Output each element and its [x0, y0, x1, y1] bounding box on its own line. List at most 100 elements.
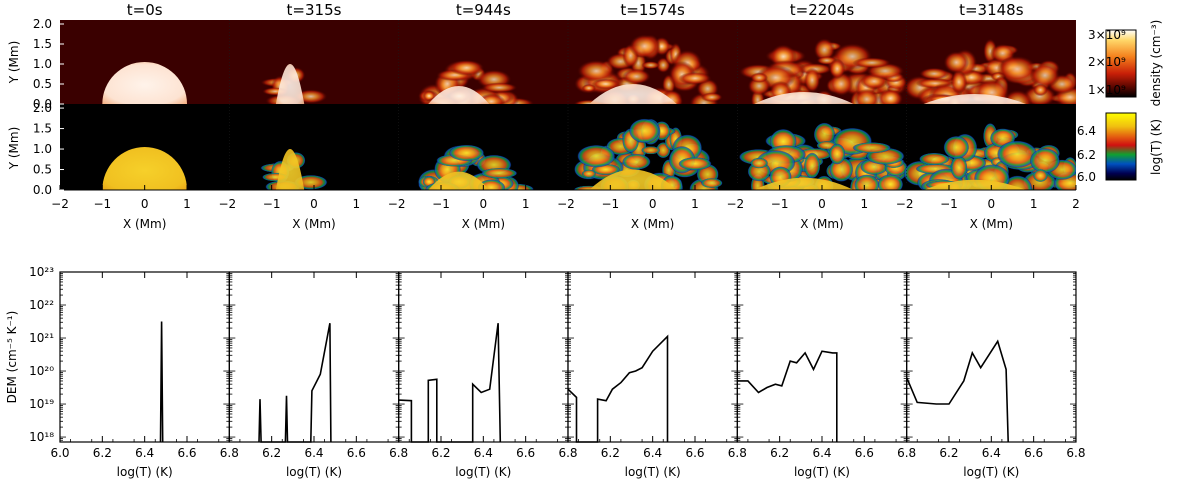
- temperature-structure: [877, 174, 904, 190]
- x-tick-label: 6.6: [347, 446, 366, 460]
- dem-panel-frame: [736, 271, 908, 443]
- x-axis-label: log(T) (K): [286, 465, 342, 479]
- y-tick-label: 0.5: [33, 77, 52, 91]
- y-tick-label: 10²²: [29, 298, 54, 312]
- dem-panel-frame: [59, 271, 230, 443]
- x-tick-label: 6.0: [50, 446, 69, 460]
- prominence-temperature-core: [275, 149, 305, 190]
- simulation-maps: t=0s t=315s t=944s t=1574s t=2204s t=3148s −2 −…: [7, 1, 1080, 231]
- prominence-density-core: [102, 62, 187, 104]
- dem-series-line: [159, 321, 164, 443]
- density-structure: [803, 67, 821, 93]
- temperature-structure: [481, 167, 518, 179]
- colorbar-tick-label: 1×10⁹: [1088, 83, 1126, 97]
- x-tick-label: 6.2: [262, 446, 281, 460]
- prominence-temperature-core: [589, 169, 677, 190]
- density-structure: [678, 71, 712, 85]
- density-panel-2: [417, 59, 535, 104]
- panel-title: t=0s: [127, 1, 163, 19]
- density-structure: [996, 55, 1038, 83]
- y-axis-label: DEM (cm⁻⁵ K⁻¹): [5, 311, 19, 404]
- density-structure: [481, 82, 518, 93]
- temperature-structure: [828, 143, 846, 165]
- density-panel-0: [102, 62, 187, 104]
- colorbar-label: density (cm⁻³): [1149, 20, 1163, 107]
- x-tick-label: 6.6: [516, 446, 535, 460]
- density-structure: [854, 88, 880, 104]
- panel-title: t=2204s: [790, 1, 855, 19]
- x-tick-label: 6.4: [304, 446, 323, 460]
- x-tick-label: −2: [388, 197, 406, 211]
- x-tick-label: 6.6: [685, 446, 704, 460]
- x-tick-label: 6.8: [558, 446, 577, 460]
- dem-series-line: [905, 339, 1009, 443]
- x-tick-label: −2: [218, 197, 236, 211]
- x-axis-label: X (Mm): [292, 217, 335, 231]
- density-structure: [628, 34, 660, 59]
- x-tick-label: 6.6: [177, 446, 196, 460]
- x-tick-label: 6.8: [728, 446, 747, 460]
- density-structure: [622, 68, 651, 85]
- x-axis-label: log(T) (K): [625, 465, 681, 479]
- x-tick-label: 1: [183, 197, 191, 211]
- x-tick-label: −1: [940, 197, 958, 211]
- x-tick-label: 0: [310, 197, 318, 211]
- density-structure: [877, 88, 904, 104]
- colorbar-tick-label: 6.0: [1077, 170, 1096, 184]
- panel-title: t=315s: [287, 1, 342, 19]
- dem-series-line: [737, 350, 838, 442]
- y-tick-label: 1.0: [33, 57, 52, 71]
- x-tick-label: 6.4: [135, 446, 154, 460]
- density-structure: [950, 70, 968, 94]
- x-tick-label: 6.8: [389, 446, 408, 460]
- y-tick-label: 10¹⁹: [29, 397, 54, 411]
- temperature-panel-1: [260, 149, 328, 190]
- y-axis-label: Y (Mm): [7, 127, 21, 171]
- x-tick-label: −2: [51, 197, 69, 211]
- dem-plots: 6.0 6.2 6.4 6.6 6.8 log(T) (K) 6.2 6.4 6.6 6.8 log…: [5, 265, 1086, 479]
- density-structure: [750, 72, 769, 83]
- prominence-temperature-core: [102, 147, 187, 190]
- density-structure: [1029, 62, 1061, 88]
- colorbar-tick-label: 2×10⁹: [1088, 55, 1126, 69]
- density-structure: [852, 57, 892, 69]
- temperature-structure: [678, 157, 712, 171]
- x-tick-label: −1: [432, 197, 450, 211]
- x-tick-label: 6.8: [220, 446, 239, 460]
- x-tick-label: −2: [896, 197, 914, 211]
- density-structure: [1033, 83, 1048, 97]
- temperature-structure: [1029, 148, 1061, 174]
- density-structure: [918, 67, 950, 80]
- y-tick-label: 10²⁰: [29, 364, 54, 378]
- x-tick-label: −1: [771, 197, 789, 211]
- x-tick-label: 0: [649, 197, 657, 211]
- x-tick-label: 1: [1030, 197, 1038, 211]
- dem-panel-frame: [906, 271, 1077, 443]
- prominence-temperature-core: [428, 171, 490, 190]
- dem-series-line: [398, 323, 502, 443]
- y-tick-label: 0.5: [33, 163, 52, 177]
- temperature-panel-5: [903, 122, 1076, 190]
- density-structure: [641, 61, 661, 70]
- colorbar-tick-label: 6.4: [1077, 124, 1096, 138]
- prominence-density-core: [589, 84, 677, 104]
- x-tick-label: 0: [987, 197, 995, 211]
- temperature-structure: [750, 157, 769, 169]
- x-tick-label: 0: [818, 197, 826, 211]
- x-tick-label: 1: [860, 197, 868, 211]
- panel-title: t=944s: [456, 1, 511, 19]
- y-tick-label: 0.0: [33, 183, 52, 197]
- x-axis-label: X (Mm): [462, 217, 505, 231]
- temperature-colorbar: [1105, 112, 1137, 181]
- temperature-structure: [813, 122, 836, 147]
- temperature-structure: [622, 153, 651, 170]
- x-tick-label: 6.2: [431, 446, 450, 460]
- dem-panel-frame: [228, 271, 400, 443]
- prominence-density-core: [275, 64, 305, 104]
- y-tick-label: 2.0: [33, 101, 52, 115]
- prominence-density-core: [428, 86, 490, 104]
- temperature-panel-0: [102, 147, 187, 190]
- x-axis-label: log(T) (K): [963, 465, 1019, 479]
- x-tick-label: 6.2: [939, 446, 958, 460]
- prominence-temperature-core: [754, 177, 854, 190]
